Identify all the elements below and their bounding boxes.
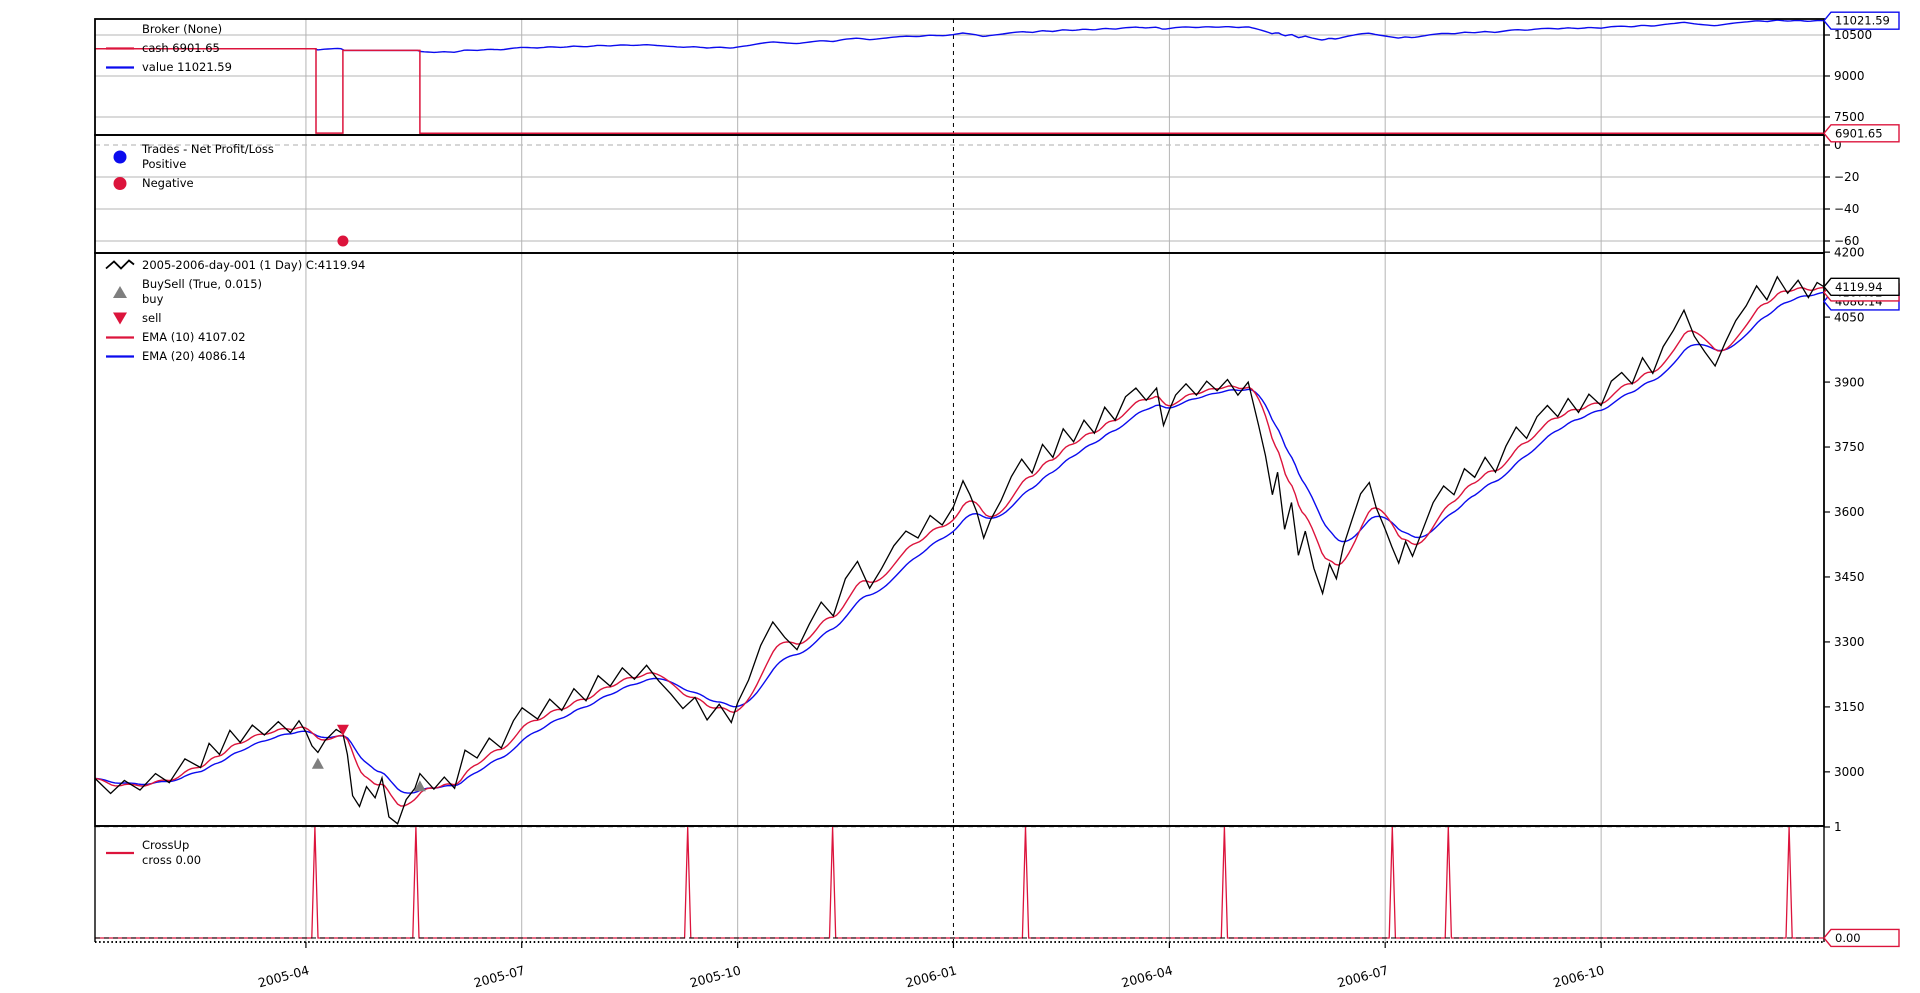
y-tick-label: 3600 [1834,505,1865,519]
y-tick-label: −40 [1834,202,1859,216]
legend-label: BuySell (True, 0.015) [142,277,262,291]
legend-label: 2005-2006-day-001 (1 Day) C:4119.94 [142,258,365,272]
y-tick-label: 10500 [1834,28,1872,42]
legend-label: Negative [142,176,194,190]
y-tick-label: 4050 [1834,310,1865,324]
legend-label: value 11021.59 [142,60,232,74]
y-tick-label: 4200 [1834,245,1865,259]
y-tick-label: −60 [1834,234,1859,248]
trades-panel [337,235,349,247]
axis-tag [1823,124,1900,143]
legend-label: EMA (10) 4107.02 [142,330,246,344]
y-tick-label: 3300 [1834,635,1865,649]
y-tick-label: 3750 [1834,440,1865,454]
legend-label: buy [142,292,164,306]
legend-label: sell [142,311,161,325]
cash-line [95,47,1824,135]
legend-label: Trades - Net Profit/Loss [141,142,274,156]
y-tick-label: 3150 [1834,700,1865,714]
axis-tag-label: 6901.65 [1835,126,1883,140]
y-tick-label: 3900 [1834,375,1865,389]
y-tick-label: 0 [1834,138,1842,152]
y-tick-label: 7500 [1834,110,1865,124]
y-tick-label: 3450 [1834,570,1865,584]
y-tick-label: 3000 [1834,765,1865,779]
legend-label: cash 6901.65 [142,41,220,55]
ema20-line [94,291,1825,794]
axis-tag [1823,277,1900,297]
legend-label: CrossUp [142,838,189,852]
legend-swatch-triangle-down [113,312,127,325]
legend-label: Positive [142,157,186,171]
price-panel [94,275,1825,825]
axis-tag-label: 0.00 [1835,931,1861,945]
legend-label: EMA (20) 4086.14 [142,349,246,363]
crossup-panel [95,826,1824,939]
price-legend: 2005-2006-day-001 (1 Day) C:4119.94 BuySe… [105,258,365,363]
y-tick-label: −20 [1834,170,1859,184]
legend-label: cross 0.00 [142,853,201,867]
broker-panel [95,19,1825,135]
legend-label: Broker (None) [142,22,222,36]
axis-tag-label: 11021.59 [1835,14,1890,28]
negative-trade-dot [337,235,349,247]
axis-tag [1823,928,1900,948]
legend-swatch-squiggle [105,259,135,270]
broker-legend: Broker (None) cash 6901.65 value 11021.59 [106,22,232,74]
sell-marker [336,724,349,736]
y-tick-label: 1 [1834,820,1842,834]
panel-borders [94,18,1825,943]
axis-tag-label: 4119.94 [1835,280,1883,294]
buy-marker [311,757,324,769]
buy-marker [413,780,426,792]
y-tick-label: 9000 [1834,69,1865,83]
legend-swatch-triangle-up [113,286,127,298]
axis-tag [1823,11,1900,30]
legend-swatch-dot [113,150,127,164]
crossup-line [95,826,1824,939]
legend-swatch-dot [113,177,127,190]
price-line [94,275,1825,825]
